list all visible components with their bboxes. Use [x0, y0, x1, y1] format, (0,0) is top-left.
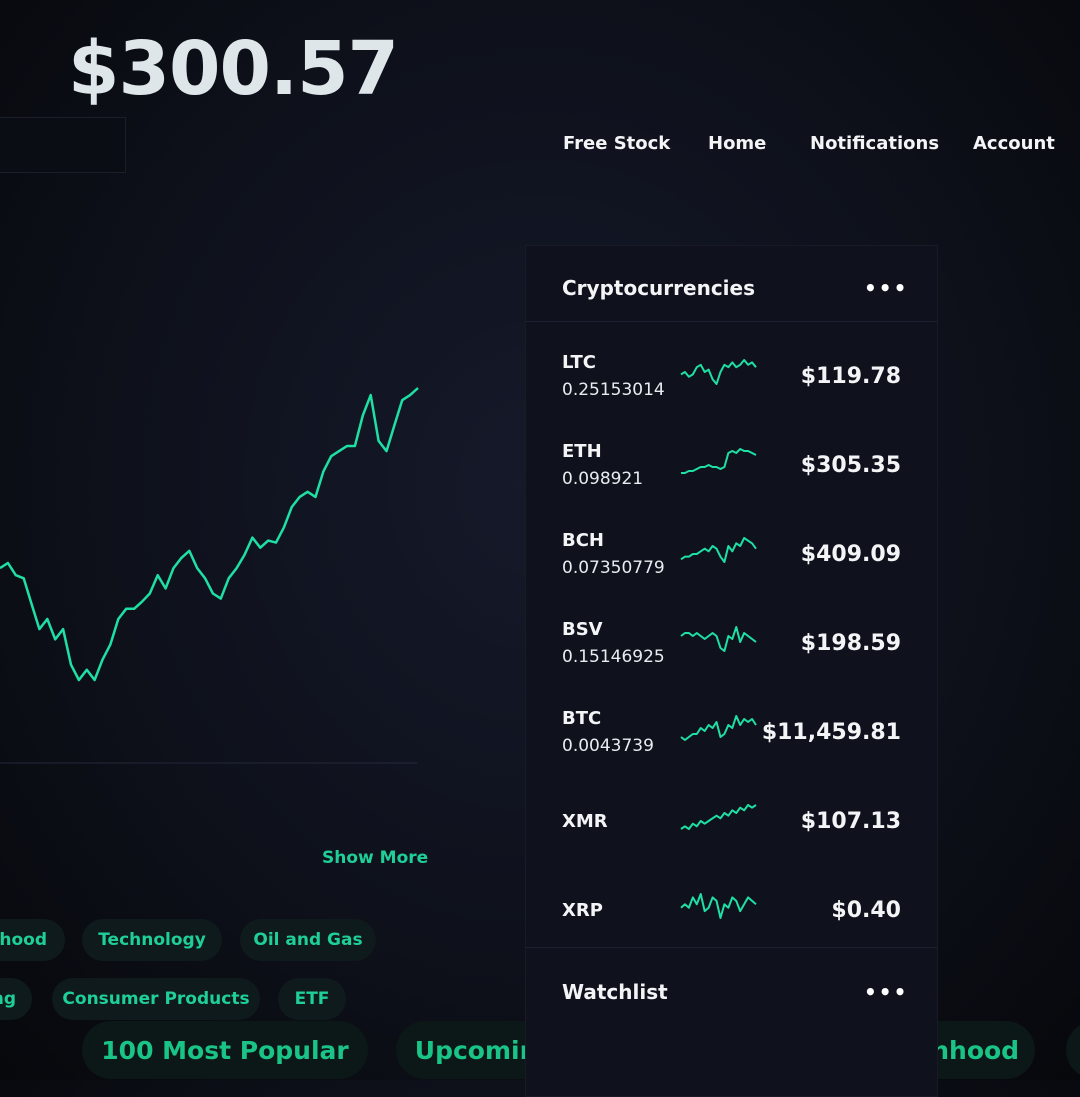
crypto-amount: 0.0043739 — [562, 736, 654, 756]
crypto-amount: 0.098921 — [562, 469, 644, 489]
portfolio-chart-line — [0, 387, 419, 682]
crypto-row[interactable]: BCH 0.07350779 $409.09 — [526, 522, 937, 611]
crypto-sparkline — [680, 537, 757, 563]
watchlist-more-icon[interactable]: ••• — [864, 980, 909, 1004]
crypto-amount: 0.07350779 — [562, 558, 665, 578]
crypto-sparkline — [680, 804, 757, 830]
crypto-panel: Cryptocurrencies ••• LTC 0.25153014 $119.7… — [525, 245, 938, 1097]
crypto-sparkline — [680, 893, 757, 919]
crypto-price: $0.40 — [831, 898, 901, 923]
divider — [526, 321, 937, 322]
crypto-amount: 0.25153014 — [562, 380, 665, 400]
pill-oil-and-gas[interactable]: Oil and Gas — [240, 919, 376, 961]
pill-100-most-popular[interactable]: 100 Most Popular — [82, 1021, 368, 1079]
crypto-row[interactable]: XMR $107.13 — [526, 789, 937, 878]
crypto-price: $305.35 — [800, 453, 901, 478]
crypto-row[interactable]: ETH 0.098921 $305.35 — [526, 433, 937, 522]
portfolio-change-box — [0, 117, 126, 173]
sparkline-line — [680, 715, 757, 741]
nav-free-stock[interactable]: Free Stock — [563, 133, 671, 154]
crypto-price: $409.09 — [800, 542, 901, 567]
pill-collection[interactable]: ng — [0, 978, 32, 1020]
crypto-sparkline — [680, 359, 757, 385]
show-more-link[interactable]: Show More — [322, 848, 429, 868]
crypto-more-icon[interactable]: ••• — [864, 276, 909, 300]
crypto-symbol: BSV — [562, 619, 603, 640]
crypto-symbol: BTC — [562, 708, 602, 729]
crypto-symbol: ETH — [562, 441, 602, 462]
crypto-symbol: LTC — [562, 352, 596, 373]
crypto-row[interactable]: LTC 0.25153014 $119.78 — [526, 344, 937, 433]
nav-notifications[interactable]: Notifications — [810, 133, 940, 154]
crypto-amount: 0.15146925 — [562, 647, 665, 667]
crypto-title: Cryptocurrencies — [562, 276, 755, 300]
sparkline-line — [680, 804, 757, 830]
crypto-symbol: BCH — [562, 530, 604, 551]
sparkline-line — [680, 359, 757, 385]
crypto-symbol: XMR — [562, 811, 608, 832]
nav-account[interactable]: Account — [973, 133, 1055, 154]
crypto-price: $11,459.81 — [761, 720, 901, 745]
crypto-sparkline — [681, 448, 757, 474]
crypto-row[interactable]: BTC 0.0043739 $11,459.81 — [526, 700, 937, 789]
crypto-sparkline — [680, 626, 757, 652]
pill-etf[interactable]: ETF — [278, 978, 346, 1020]
crypto-price: $198.59 — [800, 631, 901, 656]
divider — [526, 947, 937, 948]
nav-home[interactable]: Home — [708, 133, 767, 154]
pill-collection-more[interactable] — [1066, 1021, 1080, 1079]
crypto-row[interactable]: XRP $0.40 — [526, 878, 937, 967]
sparkline-line — [681, 448, 757, 474]
crypto-symbol: XRP — [562, 900, 603, 921]
crypto-row[interactable]: BSV 0.15146925 $198.59 — [526, 611, 937, 700]
sparkline-line — [680, 537, 757, 563]
pill-consumer-products[interactable]: Consumer Products — [52, 978, 260, 1020]
watchlist-title: Watchlist — [562, 980, 668, 1004]
portfolio-chart[interactable] — [0, 370, 430, 770]
crypto-price: $119.78 — [800, 364, 901, 389]
pill-collection[interactable]: nhood — [0, 919, 65, 961]
crypto-sparkline — [680, 715, 757, 741]
sparkline-line — [680, 893, 757, 919]
portfolio-value: $300.57 — [68, 26, 399, 112]
crypto-price: $107.13 — [800, 809, 901, 834]
sparkline-line — [680, 626, 757, 652]
pill-technology[interactable]: Technology — [82, 919, 222, 961]
